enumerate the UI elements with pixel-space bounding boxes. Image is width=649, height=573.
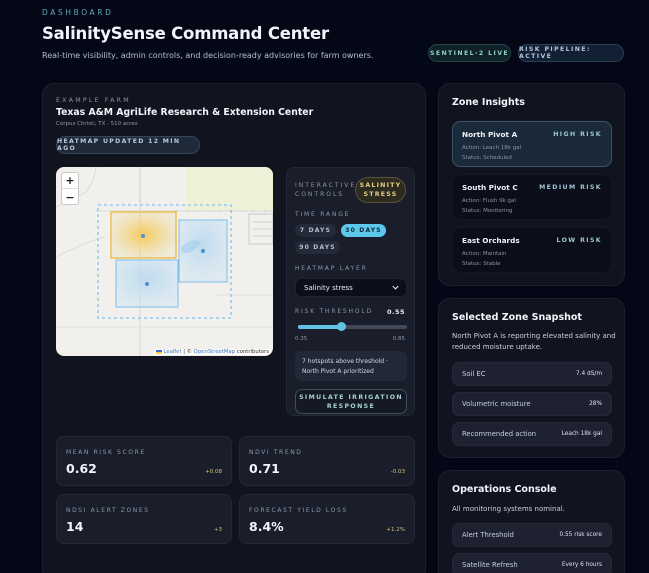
zone-item-north-pivot-a[interactable]: North Pivot A HIGH RISK Action: Leach 18… xyxy=(452,121,612,167)
page-subtitle: Real-time visibility, admin controls, an… xyxy=(42,51,374,60)
row-value: Every 6 hours xyxy=(561,562,602,568)
controls-label: INTERACTIVE CONTROLS xyxy=(295,182,357,198)
stat-value: 0.62 xyxy=(66,461,97,476)
row-key: Soil EC xyxy=(462,370,486,378)
slider-min-label: 0.35 xyxy=(295,336,308,342)
hotspot-note: 7 hotspots above threshold · North Pivot… xyxy=(295,351,407,381)
salinity-stress-badge: SALINITY STRESS xyxy=(355,177,406,203)
zone-action: Action: Maintain xyxy=(462,251,507,257)
dashboard-eyebrow: DASHBOARD xyxy=(42,8,114,17)
risk-threshold-slider[interactable] xyxy=(298,322,407,331)
row-value: 0.55 risk score xyxy=(559,532,602,538)
zone-insights-title: Zone Insights xyxy=(452,97,525,108)
simulate-irrigation-button[interactable]: SIMULATE IRRIGATION RESPONSE xyxy=(295,389,407,414)
operations-row-alert-threshold: Alert Threshold 0.55 risk score xyxy=(452,523,612,547)
stat-label: FORECAST YIELD LOSS xyxy=(249,507,348,514)
stat-delta: +1.2% xyxy=(386,527,405,533)
heatmap-layer-label: HEATMAP LAYER xyxy=(295,265,368,272)
heatmap-layer-value: Salinity stress xyxy=(304,283,353,292)
slider-max-label: 0.85 xyxy=(392,336,405,342)
row-key: Volumetric moisture xyxy=(462,400,531,408)
stat-delta: +0.08 xyxy=(205,469,222,475)
zoom-in-button[interactable]: + xyxy=(62,173,78,189)
flag-icon xyxy=(156,349,163,354)
stat-card-ndsi-alert-zones: NDSI ALERT ZONES 14 +3 xyxy=(56,494,232,544)
zone-action: Action: Flush 9k gal xyxy=(462,198,516,204)
row-value: 7.4 dS/m xyxy=(575,371,602,377)
row-key: Alert Threshold xyxy=(462,531,514,539)
stat-delta: -0.03 xyxy=(390,469,405,475)
heatmap-layer-select[interactable]: Salinity stress xyxy=(295,278,407,297)
zone-risk-badge: MEDIUM RISK xyxy=(539,184,602,191)
row-key: Satellite Refresh xyxy=(462,561,518,569)
row-value: 28% xyxy=(589,401,602,407)
zone-item-east-orchards[interactable]: East Orchards LOW RISK Action: Maintain … xyxy=(452,227,612,273)
osm-link[interactable]: OpenStreetMap xyxy=(193,349,236,355)
farm-eyebrow: EXAMPLE FARM xyxy=(56,97,131,104)
stat-delta: +3 xyxy=(213,527,222,533)
farm-map[interactable]: + − Leaflet | © OpenStreetMap contributo… xyxy=(56,167,273,356)
zone-action: Action: Leach 18k gal xyxy=(462,145,522,151)
risk-threshold-value: 0.55 xyxy=(386,308,405,316)
slider-fill xyxy=(298,325,342,329)
operations-title: Operations Console xyxy=(452,484,557,495)
stat-value: 0.71 xyxy=(249,461,280,476)
attribution-separator: | © xyxy=(181,349,194,355)
page-title: SalinitySense Command Center xyxy=(42,24,329,43)
chevron-down-icon xyxy=(392,285,399,290)
zone-status: Status: Monitoring xyxy=(462,208,513,214)
attribution-tail: contributors xyxy=(235,349,269,355)
map-tiles xyxy=(56,167,273,356)
snapshot-row-soil-ec: Soil EC 7.4 dS/m xyxy=(452,362,612,386)
zone-name: North Pivot A xyxy=(462,130,518,139)
snapshot-title: Selected Zone Snapshot xyxy=(452,312,582,323)
time-range-30-days[interactable]: 30 DAYS xyxy=(341,224,386,237)
operations-row-satellite-refresh: Satellite Refresh Every 6 hours xyxy=(452,553,612,573)
map-zoom-control: + − xyxy=(61,172,79,205)
time-range-7-days[interactable]: 7 DAYS xyxy=(295,224,336,237)
heatmap-status-badge: HEATMAP UPDATED 12 MIN AGO xyxy=(56,136,200,154)
leaflet-link[interactable]: Leaflet xyxy=(163,349,182,355)
stat-value: 8.4% xyxy=(249,519,284,534)
farm-name: Texas A&M AgriLife Research & Extension … xyxy=(56,107,314,118)
stat-label: NDSI ALERT ZONES xyxy=(66,507,150,514)
stat-card-forecast-yield-loss: FORECAST YIELD LOSS 8.4% +1.2% xyxy=(239,494,415,544)
interactive-controls-panel: INTERACTIVE CONTROLS SALINITY STRESS TIM… xyxy=(286,167,415,416)
stat-value: 14 xyxy=(66,519,84,534)
operations-description: All monitoring systems nominal. xyxy=(452,505,565,513)
snapshot-row-recommended-action: Recommended action Leach 18k gal xyxy=(452,422,612,446)
zone-risk-badge: HIGH RISK xyxy=(553,131,602,138)
row-value: Leach 18k gal xyxy=(561,431,602,437)
stat-label: MEAN RISK SCORE xyxy=(66,449,146,456)
zone-name: South Pivot C xyxy=(462,183,518,192)
zone-status: Status: Stable xyxy=(462,261,501,267)
map-attribution: Leaflet | © OpenStreetMap contributors xyxy=(154,349,271,355)
row-key: Recommended action xyxy=(462,430,537,438)
zoom-out-button[interactable]: − xyxy=(65,190,75,204)
time-range-90-days[interactable]: 90 DAYS xyxy=(295,241,340,254)
snapshot-row-moisture: Volumetric moisture 28% xyxy=(452,392,612,416)
risk-threshold-label: RISK THRESHOLD xyxy=(295,308,373,315)
operations-console-card: Operations Console All monitoring system… xyxy=(438,470,625,573)
zone-status: Status: Scheduled xyxy=(462,155,512,161)
selected-zone-snapshot-card: Selected Zone Snapshot North Pivot A is … xyxy=(438,298,625,458)
zone-insights-card: Zone Insights North Pivot A HIGH RISK Ac… xyxy=(438,83,625,286)
farm-meta: Corpus Christi, TX · 510 acres xyxy=(56,121,138,127)
risk-pipeline-badge: RISK PIPELINE: ACTIVE xyxy=(518,44,624,62)
zone-risk-badge: LOW RISK xyxy=(556,237,602,244)
slider-handle[interactable] xyxy=(337,322,346,331)
stat-card-ndvi-trend: NDVI TREND 0.71 -0.03 xyxy=(239,436,415,486)
time-range-label: TIME RANGE xyxy=(295,211,351,218)
stat-card-mean-risk: MEAN RISK SCORE 0.62 +0.08 xyxy=(56,436,232,486)
sentinel-live-badge: SENTINEL-2 LIVE xyxy=(428,44,511,62)
zone-name: East Orchards xyxy=(462,236,520,245)
stat-label: NDVI TREND xyxy=(249,449,303,456)
zone-item-south-pivot-c[interactable]: South Pivot C MEDIUM RISK Action: Flush … xyxy=(452,174,612,220)
farm-overview-card: EXAMPLE FARM Texas A&M AgriLife Research… xyxy=(42,83,426,573)
snapshot-description: North Pivot A is reporting elevated sali… xyxy=(452,332,616,351)
